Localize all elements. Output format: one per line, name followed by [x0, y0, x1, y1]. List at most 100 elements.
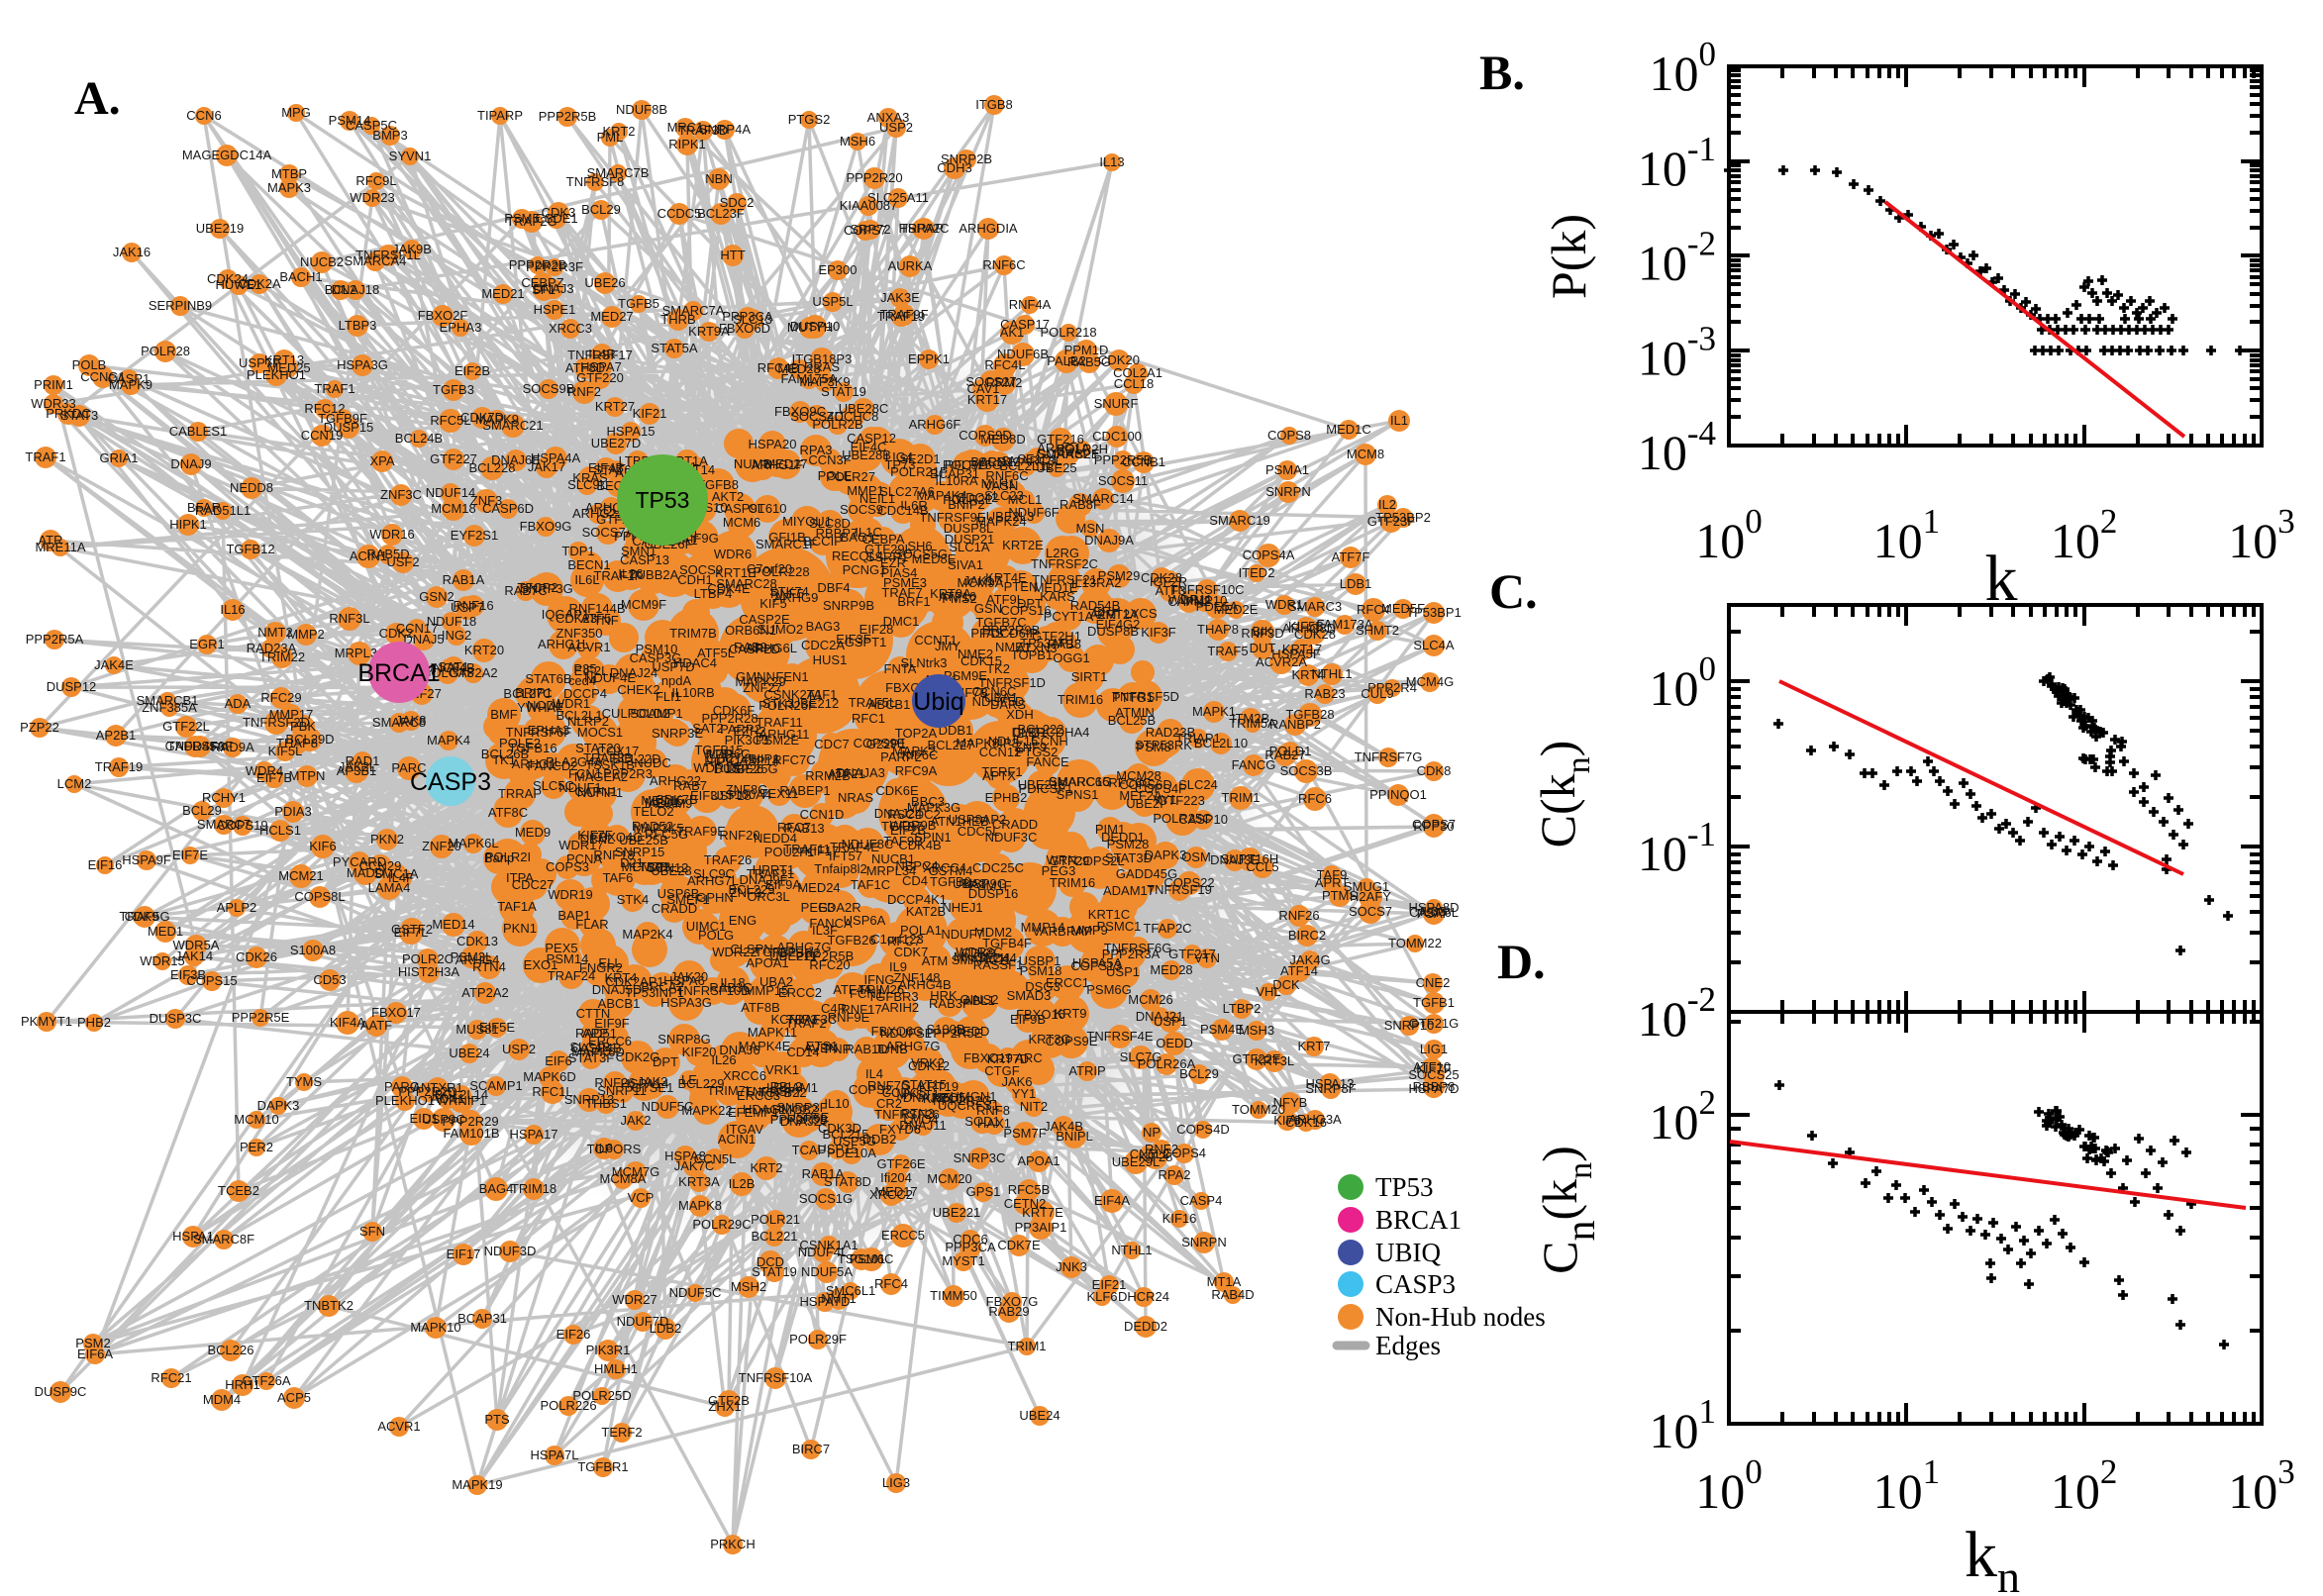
svg-text:TFAP2C: TFAP2C [1143, 921, 1191, 936]
svg-text:JAK2: JAK2 [620, 1113, 651, 1128]
svg-text:EP300: EP300 [818, 262, 857, 277]
svg-text:CDK7E: CDK7E [997, 1238, 1041, 1252]
svg-text:EPHB2: EPHB2 [985, 790, 1028, 805]
svg-text:SNRP13: SNRP13 [564, 1092, 615, 1107]
svg-text:MAPK11: MAPK11 [748, 1025, 797, 1040]
svg-text:TP73: TP73 [884, 457, 915, 472]
svg-text:IL6: IL6 [595, 1141, 613, 1155]
svg-text:PPP2R5E: PPP2R5E [232, 1010, 290, 1025]
svg-text:KRT7E: KRT7E [1022, 1205, 1063, 1220]
svg-text:SMN1: SMN1 [621, 544, 656, 558]
svg-text:MT1A: MT1A [1207, 1274, 1242, 1289]
svg-text:BMF: BMF [490, 707, 518, 722]
svg-text:SMARC14: SMARC14 [1072, 491, 1133, 506]
svg-text:KIF16: KIF16 [1162, 1211, 1197, 1226]
svg-text:PTEN: PTEN [1004, 579, 1039, 594]
svg-text:SAT2: SAT2 [692, 721, 724, 736]
svg-text:NMT1: NMT1 [821, 1291, 856, 1306]
svg-text:KRT3L: KRT3L [1255, 1053, 1294, 1068]
svg-text:LTBP3: LTBP3 [339, 318, 377, 333]
svg-text:RFC1: RFC1 [852, 711, 885, 726]
svg-text:PP3AIP1: PP3AIP1 [1015, 1220, 1067, 1235]
svg-text:JAK4E: JAK4E [94, 657, 134, 672]
svg-text:ATF16: ATF16 [939, 589, 976, 604]
svg-text:POLR25D: POLR25D [572, 1388, 631, 1403]
svg-text:LTBP2: LTBP2 [1223, 1001, 1262, 1016]
svg-text:D21: D21 [620, 855, 644, 870]
svg-text:RNF3L: RNF3L [329, 611, 369, 626]
svg-text:TRAF1F: TRAF1F [593, 568, 642, 583]
svg-text:USP15: USP15 [817, 1142, 858, 1156]
svg-text:PSMC1: PSMC1 [1097, 919, 1142, 934]
svg-text:TP53: TP53 [636, 487, 690, 513]
svg-text:KRT2: KRT2 [751, 1160, 783, 1175]
svg-text:TOMM22: TOMM22 [1388, 936, 1442, 950]
svg-text:TRRAP: TRRAP [900, 221, 944, 236]
svg-text:EIF26: EIF26 [556, 1327, 591, 1342]
svg-text:AP3B1: AP3B1 [337, 763, 376, 778]
svg-text:P(k): P(k) [1541, 214, 1596, 299]
svg-text:IL4: IL4 [865, 1066, 883, 1081]
svg-text:RAB13: RAB13 [783, 821, 824, 836]
svg-text:TFCP2: TFCP2 [517, 580, 557, 595]
svg-text:ARHG22: ARHG22 [650, 773, 701, 788]
svg-text:PZP22: PZP22 [20, 720, 59, 735]
svg-text:CASP3: CASP3 [1375, 1269, 1456, 1299]
svg-text:IL1C: IL1C [855, 525, 881, 540]
svg-text:PLEKHO1: PLEKHO1 [375, 1093, 435, 1108]
svg-text:CASP10: CASP10 [1178, 812, 1228, 827]
svg-text:SOCS3B: SOCS3B [1280, 763, 1333, 778]
svg-text:POLR218: POLR218 [1040, 325, 1096, 340]
svg-text:CDK8: CDK8 [1417, 763, 1452, 778]
svg-text:MCM6: MCM6 [723, 515, 760, 530]
svg-text:PPINQO1: PPINQO1 [1369, 787, 1427, 802]
svg-text:COPS4A: COPS4A [1243, 548, 1295, 562]
svg-text:PKMYT1: PKMYT1 [21, 1014, 72, 1029]
svg-text:CCNH: CCNH [1031, 734, 1068, 748]
svg-text:STAT3: STAT3 [60, 408, 99, 423]
svg-text:UBE27D: UBE27D [591, 436, 642, 450]
svg-text:CDK26: CDK26 [236, 949, 277, 964]
svg-text:CASP9L: CASP9L [715, 501, 764, 516]
svg-text:CASP12: CASP12 [847, 431, 896, 446]
svg-text:EIF7E: EIF7E [172, 848, 208, 862]
svg-text:MAPK6L: MAPK6L [448, 836, 498, 850]
svg-text:RNF8: RNF8 [976, 1103, 1010, 1118]
svg-text:DHCR24: DHCR24 [1118, 1289, 1169, 1304]
svg-text:SNRP3C: SNRP3C [954, 1150, 1006, 1165]
svg-text:CDC7: CDC7 [814, 737, 849, 751]
svg-text:AOX1: AOX1 [431, 1091, 465, 1106]
svg-text:WDR16: WDR16 [369, 527, 415, 542]
svg-text:CCN3F: CCN3F [808, 452, 851, 467]
svg-text:PSM29: PSM29 [1098, 568, 1141, 583]
svg-text:TNFRSF10A: TNFRSF10A [739, 1370, 813, 1385]
svg-text:COL2A1: COL2A1 [1113, 365, 1162, 380]
svg-text:TRAF1: TRAF1 [25, 449, 65, 464]
svg-text:TRAF19: TRAF19 [95, 759, 143, 774]
svg-text:NTHL1: NTHL1 [1111, 1243, 1152, 1257]
svg-text:LE: LE [681, 1072, 697, 1087]
svg-text:TRIM18: TRIM18 [511, 1181, 556, 1196]
svg-text:MAPK3: MAPK3 [267, 180, 311, 195]
svg-text:TNFRSF6G: TNFRSF6G [1104, 941, 1172, 955]
svg-text:MLH1: MLH1 [981, 476, 1016, 491]
svg-text:RFC5B: RFC5B [1008, 1182, 1051, 1197]
svg-text:TNBTK2: TNBTK2 [304, 1298, 354, 1313]
svg-text:UBE28: UBE28 [651, 863, 691, 878]
svg-text:TAF1C: TAF1C [851, 877, 890, 892]
svg-text:NDUF3C: NDUF3C [985, 830, 1038, 845]
svg-text:ARHG6F: ARHG6F [909, 417, 961, 432]
svg-text:KRT13: KRT13 [264, 352, 304, 367]
svg-text:GSPT1: GSPT1 [845, 635, 887, 649]
svg-text:KRT7D: KRT7D [987, 1051, 1029, 1066]
svg-text:CASP6D: CASP6D [482, 501, 534, 516]
svg-text:FLAR: FLAR [575, 917, 608, 932]
svg-text:BCL29: BCL29 [581, 202, 621, 217]
svg-text:ATF8C: ATF8C [488, 805, 528, 820]
svg-text:SRP72: SRP72 [850, 222, 890, 237]
svg-text:IL10: IL10 [824, 1096, 849, 1111]
svg-text:A2M: A2M [1090, 607, 1117, 622]
svg-text:MAPK19: MAPK19 [452, 1477, 502, 1492]
svg-text:STAT3F: STAT3F [568, 1050, 615, 1065]
svg-text:IL13: IL13 [1099, 154, 1124, 169]
